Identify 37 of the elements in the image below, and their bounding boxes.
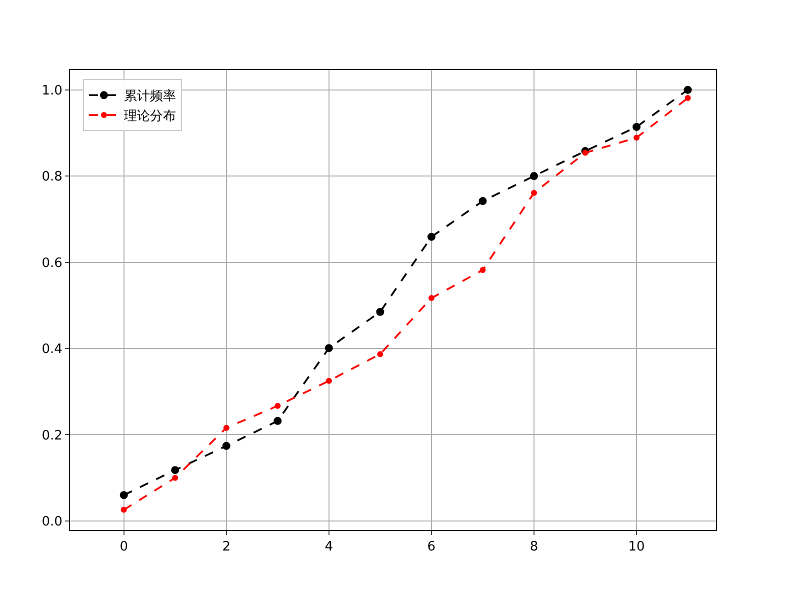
x-tick-label: 10: [628, 540, 645, 555]
point: [324, 344, 333, 352]
y-tick-label: 0.4: [42, 342, 62, 358]
point: [120, 491, 128, 500]
x-tick-label: 0: [120, 540, 128, 555]
x-tick-label: 2: [222, 540, 231, 555]
point: [274, 402, 281, 409]
point: [684, 86, 692, 94]
point: [582, 150, 588, 156]
legend-label: 理论分布: [124, 109, 176, 124]
point: [428, 295, 434, 302]
point: [480, 267, 486, 274]
point: [634, 134, 640, 141]
point: [530, 172, 538, 180]
point: [427, 232, 436, 241]
y-tick-label: 0.0: [42, 514, 62, 530]
point: [171, 466, 180, 474]
legend-label: 累计频率: [124, 88, 176, 104]
point: [172, 474, 178, 481]
point: [222, 442, 230, 450]
point: [120, 506, 127, 513]
y-tick-label: 0.6: [42, 256, 62, 271]
point: [478, 197, 487, 206]
y-tick-label: 0.8: [42, 170, 62, 185]
point: [377, 351, 384, 358]
point: [376, 308, 384, 316]
point: [530, 190, 537, 196]
y-tick-label: 0.2: [42, 428, 62, 444]
point: [326, 378, 332, 384]
x-tick-label: 6: [427, 540, 436, 555]
point: [684, 95, 691, 102]
point: [632, 122, 641, 131]
y-tick-label: 1.0: [42, 83, 62, 98]
point: [223, 424, 230, 431]
x-tick-label: 8: [530, 540, 538, 555]
x-tick-label: 4: [324, 540, 334, 555]
point: [274, 416, 282, 425]
